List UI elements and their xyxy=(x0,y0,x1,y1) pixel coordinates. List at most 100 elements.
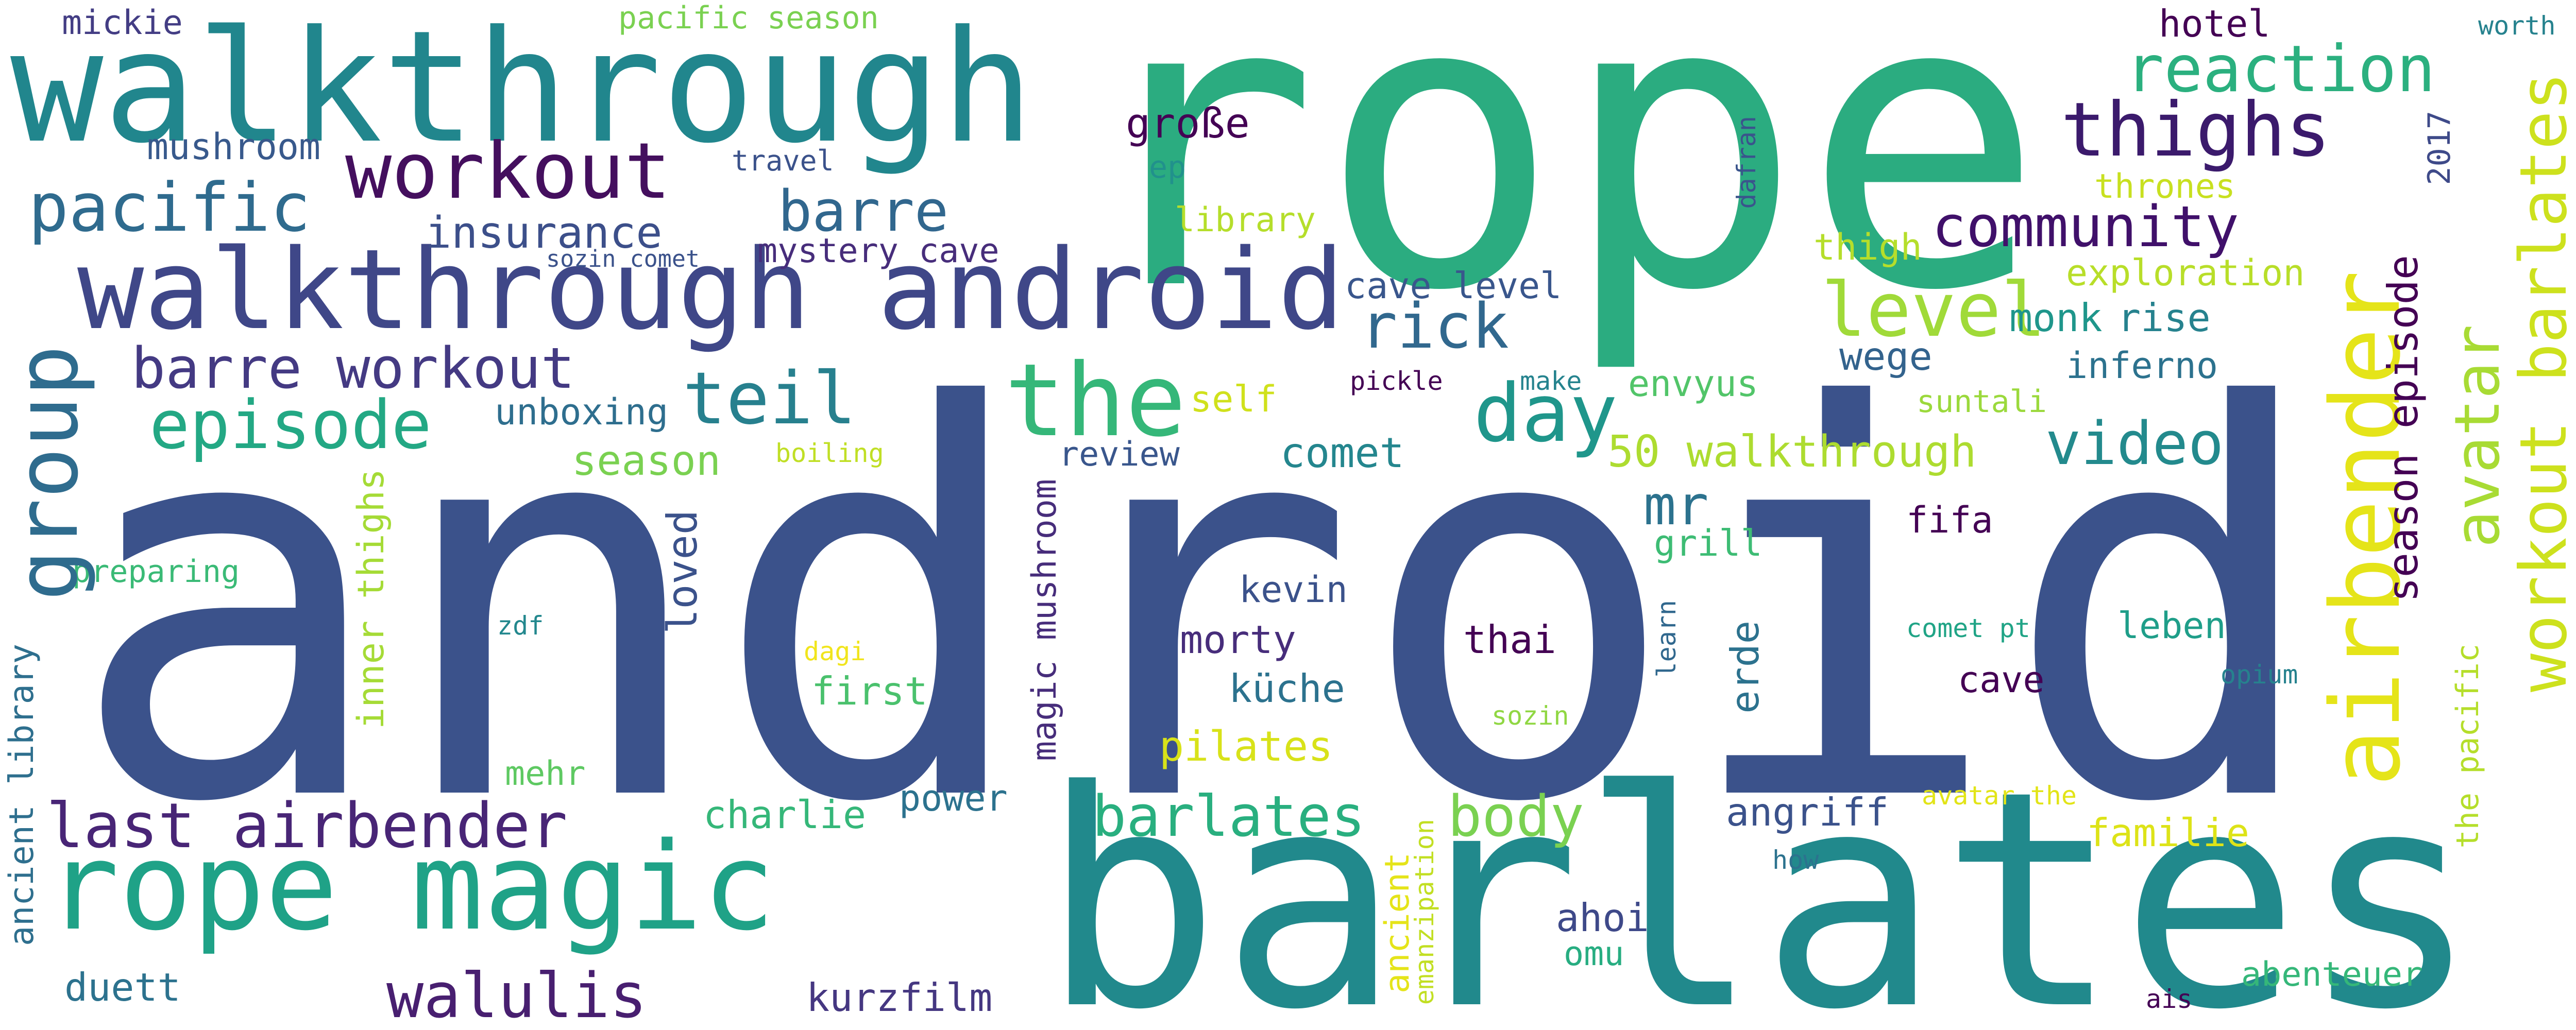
word-dafran: dafran xyxy=(1732,116,1761,209)
word-2017: 2017 xyxy=(2421,111,2458,185)
word-walkthrough: walkthrough xyxy=(10,0,1034,177)
word-barre: barre xyxy=(778,178,949,244)
word-workout: workout xyxy=(345,127,671,216)
word-rise: rise xyxy=(2117,295,2211,340)
word-pacific: pacific xyxy=(28,168,311,247)
word-mr: mr xyxy=(1643,474,1709,537)
word-make: make xyxy=(1520,366,1582,396)
word-fifa: fifa xyxy=(1906,499,1993,541)
word-rope-magic: rope magic xyxy=(46,817,775,957)
word-episode: episode xyxy=(149,386,432,464)
word-ep: ep xyxy=(1149,149,1187,185)
word-last-airbender: last airbender xyxy=(46,791,568,862)
word-abenteuer: abenteuer xyxy=(2241,955,2423,994)
word-avatar: avatar xyxy=(2442,324,2514,548)
word-barlates-small: barlates xyxy=(1092,783,1365,849)
word-the: the xyxy=(1005,342,1187,459)
word-suntali: suntali xyxy=(1917,384,2047,420)
word-comet: comet xyxy=(1280,429,1404,477)
word-day: day xyxy=(1473,367,1618,460)
word-android: android xyxy=(67,296,2325,919)
word-wege: wege xyxy=(1839,334,1933,379)
word-workout-barlates: workout barlates xyxy=(2506,72,2576,693)
word-the-pacific: the pacific xyxy=(2450,644,2486,849)
word-thigh: thigh xyxy=(1814,226,1922,268)
word-grosse: große xyxy=(1126,99,1250,147)
word-kuche: küche xyxy=(1229,666,1345,711)
word-sozin-comet: sozin comet xyxy=(546,245,700,272)
word-season-episode: season episode xyxy=(2379,255,2427,603)
word-mehr: mehr xyxy=(505,754,586,793)
word-omu: omu xyxy=(1564,935,1624,973)
word-magic-mushroom: magic mushroom xyxy=(1025,479,1064,761)
word-library: library xyxy=(1175,201,1316,239)
word-50-walkthrough: 50 walkthrough xyxy=(1607,426,1977,477)
word-comet-pt: comet pt xyxy=(1906,613,2030,643)
word-sozin: sozin xyxy=(1492,701,1569,731)
word-avatar-the: avatar the xyxy=(1922,781,2077,811)
word-morty: morty xyxy=(1180,617,1296,662)
word-review: review xyxy=(1059,435,1180,474)
word-mushroom: mushroom xyxy=(147,126,321,168)
word-barlates: barlates xyxy=(1041,727,2480,1030)
word-teil: teil xyxy=(683,357,857,441)
word-cave: cave xyxy=(1958,659,2045,701)
word-mickie: mickie xyxy=(62,4,183,42)
word-loved: loved xyxy=(658,510,706,634)
word-power: power xyxy=(899,777,1008,819)
word-season: season xyxy=(572,437,721,485)
word-worth: worth xyxy=(2478,11,2556,41)
word-leben: leben xyxy=(2117,605,2226,647)
word-ais: ais xyxy=(2146,984,2193,1014)
word-emanzipation: emanzipation xyxy=(1410,819,1439,1005)
word-opium: opium xyxy=(2221,660,2298,690)
word-rick: rick xyxy=(1360,291,1509,363)
word-community: community xyxy=(1932,194,2240,260)
word-level: level xyxy=(1821,267,2046,354)
word-pacific-season: pacific season xyxy=(618,0,879,36)
word-dagi: dagi xyxy=(804,637,866,666)
word-hotel: hotel xyxy=(2159,2,2270,45)
word-unboxing: unboxing xyxy=(495,391,669,433)
word-travel: travel xyxy=(732,144,834,177)
word-envyus: envyus xyxy=(1628,363,1758,405)
word-body: body xyxy=(1448,783,1584,849)
word-group: group xyxy=(0,345,97,601)
word-how: how xyxy=(1772,845,1819,875)
word-kevin: kevin xyxy=(1239,569,1348,611)
word-first: first xyxy=(811,668,928,714)
word-pilates: pilates xyxy=(1159,723,1333,770)
word-rope: rope xyxy=(1077,0,2045,378)
word-thai: thai xyxy=(1463,617,1556,662)
word-ancient-library: ancient library xyxy=(3,644,41,946)
word-inferno: inferno xyxy=(2066,345,2218,387)
word-mystery-cave: mystery cave xyxy=(757,232,999,270)
word-insurance: insurance xyxy=(425,208,663,259)
word-cave-level: cave level xyxy=(1345,265,1562,307)
word-charlie: charlie xyxy=(703,792,867,837)
word-monk: monk xyxy=(2009,295,2103,340)
word-self: self xyxy=(1190,378,1277,420)
word-barre-workout: barre workout xyxy=(131,335,575,401)
word-preparing: preparing xyxy=(72,554,240,590)
word-reaction: reaction xyxy=(2125,32,2436,107)
word-walulis: walulis xyxy=(386,960,647,1030)
word-familie: familie xyxy=(2087,810,2250,855)
word-grill: grill xyxy=(1654,522,1762,564)
word-video: video xyxy=(2045,409,2224,478)
word-kurzfilm: kurzfilm xyxy=(806,975,993,1020)
word-pickle: pickle xyxy=(1350,366,1443,396)
word-learn: learn xyxy=(1652,600,1682,678)
word-thighs: thighs xyxy=(2061,87,2331,174)
word-thrones: thrones xyxy=(2094,167,2235,206)
word-walkthrough-android: walkthrough android xyxy=(77,225,1345,354)
word-inner-thighs: inner thighs xyxy=(350,469,392,729)
word-erde: erde xyxy=(1722,621,1768,714)
word-exploration: exploration xyxy=(2066,252,2305,294)
word-zdf: zdf xyxy=(497,611,544,641)
word-boiling: boiling xyxy=(775,438,884,468)
word-duett: duett xyxy=(64,965,181,1010)
word-angriff: angriff xyxy=(1726,789,1889,835)
word-ahoi: ahoi xyxy=(1556,895,1649,940)
